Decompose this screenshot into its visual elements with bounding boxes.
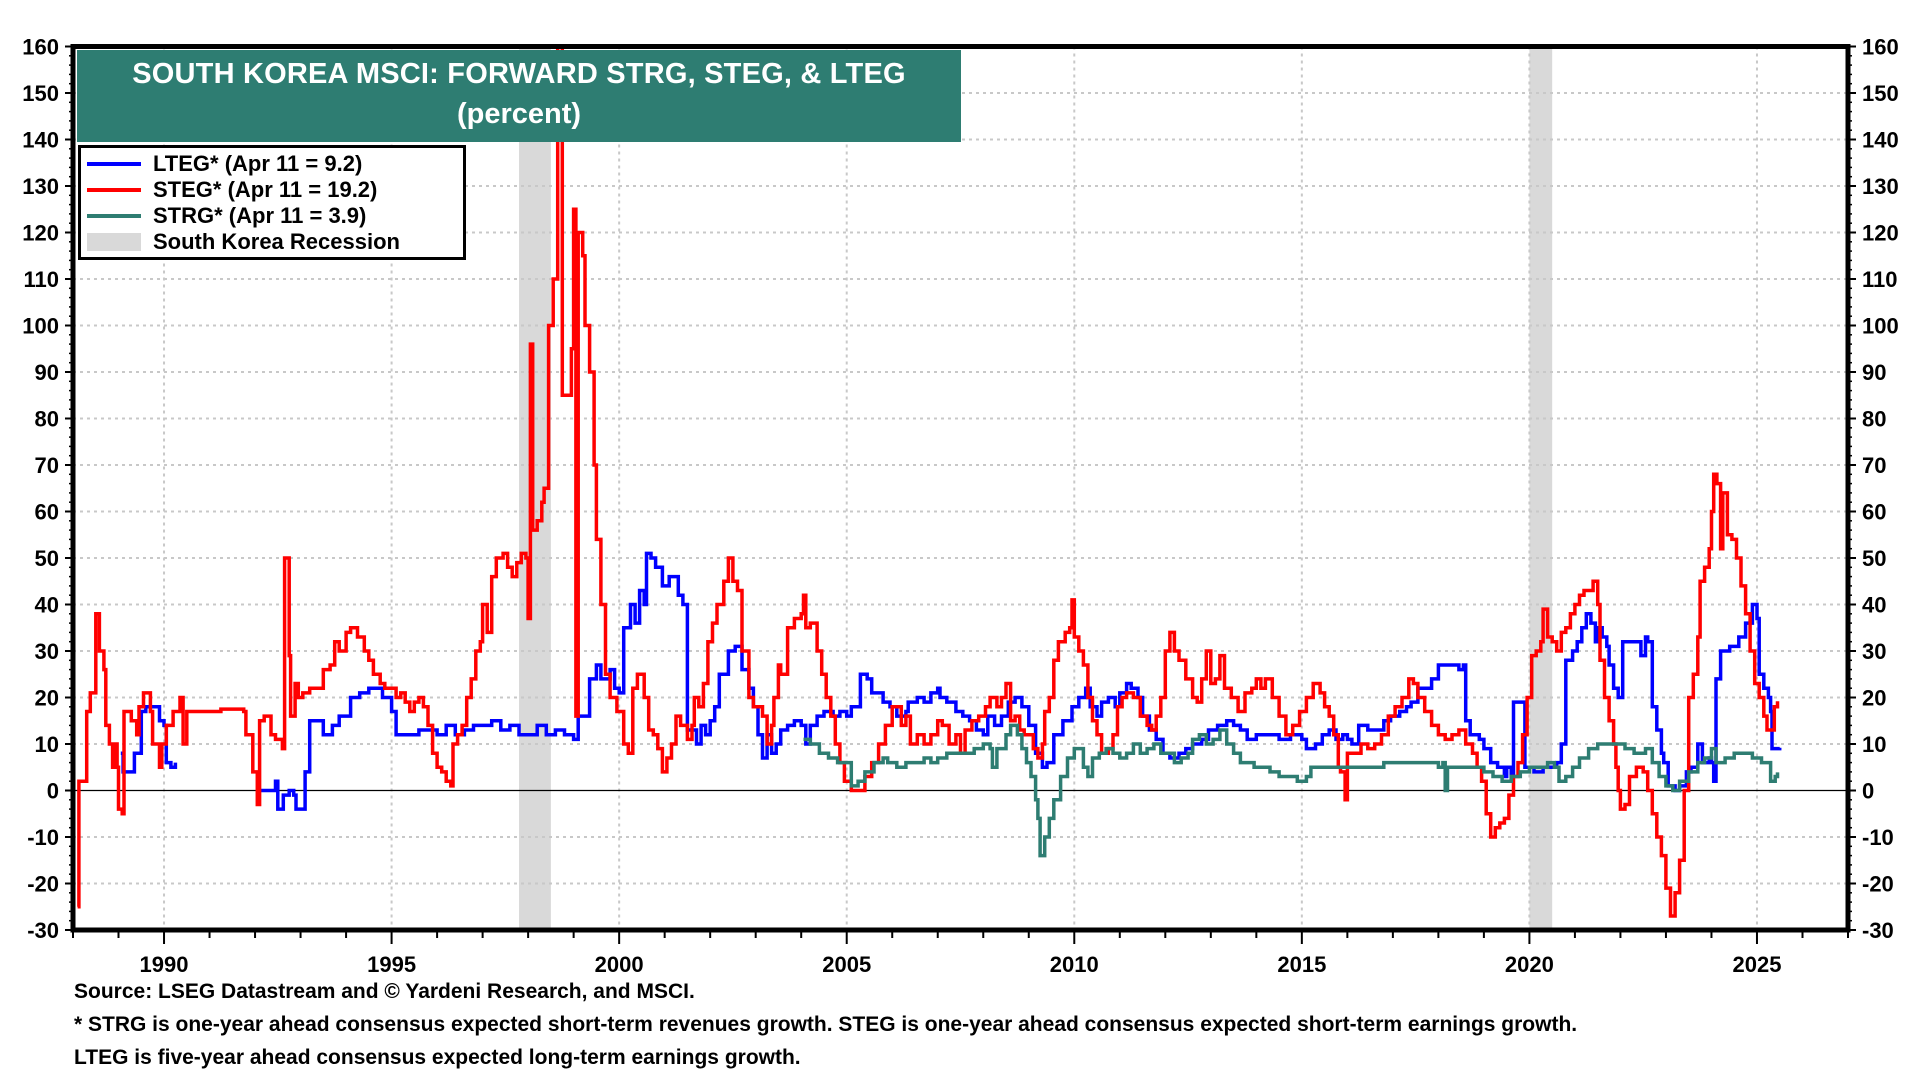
y-tick-label-right: 20 xyxy=(1862,686,1886,711)
y-tick-label-left: 100 xyxy=(22,314,59,339)
series-line-steg xyxy=(77,46,1780,918)
y-tick-label-left: 60 xyxy=(35,500,59,525)
x-tick-label: 2005 xyxy=(822,952,871,977)
y-tick-label-right: 140 xyxy=(1862,128,1899,153)
y-tick-label-left: -30 xyxy=(27,918,59,943)
x-tick-label: 2000 xyxy=(595,952,644,977)
y-tick-label-right: 160 xyxy=(1862,35,1899,60)
y-tick-label-left: 20 xyxy=(35,686,59,711)
y-tick-label-left: 0 xyxy=(47,779,59,804)
x-tick-label: 2020 xyxy=(1505,952,1554,977)
y-tick-label-right: 110 xyxy=(1862,267,1898,292)
x-tick-label: 2015 xyxy=(1277,952,1326,977)
legend-label-strg: STRG* (Apr 11 = 3.9) xyxy=(153,203,367,228)
y-tick-label-right: 150 xyxy=(1862,81,1899,106)
footer-source: Source: LSEG Datastream and © Yardeni Re… xyxy=(74,980,695,1003)
y-tick-label-right: 120 xyxy=(1862,221,1899,246)
legend-label-recession: South Korea Recession xyxy=(153,229,400,254)
footer-note-1: * STRG is one-year ahead consensus expec… xyxy=(74,1013,1578,1036)
chart-subtitle: (percent) xyxy=(456,98,582,130)
y-tick-label-right: 60 xyxy=(1862,500,1886,525)
legend-swatch-lteg xyxy=(87,162,141,166)
legend-label-lteg: LTEG* (Apr 11 = 9.2) xyxy=(153,151,363,176)
recession-band xyxy=(1529,46,1553,930)
y-tick-label-left: 50 xyxy=(35,546,59,571)
y-tick-label-left: 70 xyxy=(35,453,59,478)
y-tick-label-left: 160 xyxy=(22,35,59,60)
y-tick-label-right: 40 xyxy=(1862,593,1886,618)
y-tick-label-left: -10 xyxy=(27,825,59,850)
y-tick-label-left: 80 xyxy=(35,407,59,432)
y-tick-label-right: 10 xyxy=(1862,732,1886,757)
y-tick-label-left: 120 xyxy=(22,221,59,246)
y-tick-label-left: 140 xyxy=(22,128,59,153)
y-tick-label-left: 40 xyxy=(35,593,59,618)
x-tick-label: 2025 xyxy=(1732,952,1781,977)
y-tick-label-left: 150 xyxy=(22,81,59,106)
legend-label-steg: STEG* (Apr 11 = 19.2) xyxy=(153,177,378,202)
legend-item-lteg: LTEG* (Apr 11 = 9.2) xyxy=(87,151,362,177)
chart-title-box: SOUTH KOREA MSCI: FORWARD STRG, STEG, & … xyxy=(77,50,961,142)
y-tick-label-right: 130 xyxy=(1862,174,1899,199)
legend-item-strg: STRG* (Apr 11 = 3.9) xyxy=(87,203,366,229)
y-tick-label-left: 110 xyxy=(24,267,60,292)
y-tick-label-right: 30 xyxy=(1862,639,1886,664)
legend-swatch-recession xyxy=(87,233,141,251)
y-tick-label-right: 80 xyxy=(1862,407,1886,432)
y-tick-label-right: 90 xyxy=(1862,360,1886,385)
legend-item-recession: South Korea Recession xyxy=(87,229,400,255)
y-tick-label-left: 130 xyxy=(22,174,59,199)
y-tick-label-left: 90 xyxy=(35,360,59,385)
y-tick-label-right: 0 xyxy=(1862,779,1874,804)
legend-swatch-strg xyxy=(87,214,141,218)
x-tick-label: 1990 xyxy=(140,952,189,977)
y-tick-label-right: 70 xyxy=(1862,453,1886,478)
legend-swatch-steg xyxy=(87,188,141,192)
y-tick-label-left: -20 xyxy=(27,872,59,897)
series-line-strg xyxy=(803,723,1780,858)
series-lines xyxy=(77,46,1782,918)
y-tick-label-right: -30 xyxy=(1862,918,1894,943)
y-tick-label-right: -10 xyxy=(1862,825,1894,850)
x-tick-label: 1995 xyxy=(367,952,416,977)
footer-note-2: LTEG is five-year ahead consensus expect… xyxy=(74,1046,801,1069)
y-tick-label-left: 30 xyxy=(35,639,59,664)
y-tick-label-left: 10 xyxy=(35,732,59,757)
legend-item-steg: STEG* (Apr 11 = 19.2) xyxy=(87,177,377,203)
chart-title: SOUTH KOREA MSCI: FORWARD STRG, STEG, & … xyxy=(132,58,906,90)
y-tick-label-right: -20 xyxy=(1862,872,1894,897)
x-tick-label: 2010 xyxy=(1050,952,1099,977)
y-tick-label-right: 100 xyxy=(1862,314,1899,339)
legend: LTEG* (Apr 11 = 9.2) STEG* (Apr 11 = 19.… xyxy=(78,145,466,260)
plot-frame xyxy=(70,44,1851,933)
y-tick-label-right: 50 xyxy=(1862,546,1886,571)
